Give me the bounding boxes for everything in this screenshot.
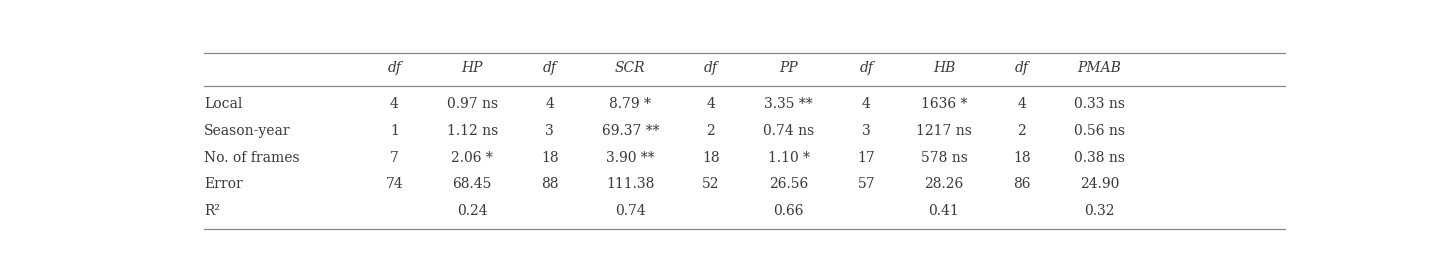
Text: SCR: SCR bbox=[615, 61, 645, 75]
Text: df: df bbox=[1014, 61, 1029, 75]
Text: 17: 17 bbox=[857, 150, 875, 165]
Text: 1.10 *: 1.10 * bbox=[767, 150, 809, 165]
Text: R²: R² bbox=[203, 204, 221, 218]
Text: 18: 18 bbox=[702, 150, 719, 165]
Text: Error: Error bbox=[203, 177, 243, 191]
Text: 4: 4 bbox=[545, 98, 554, 112]
Text: 3: 3 bbox=[862, 124, 870, 138]
Text: 4: 4 bbox=[862, 98, 870, 112]
Text: 7: 7 bbox=[389, 150, 400, 165]
Text: 68.45: 68.45 bbox=[452, 177, 491, 191]
Text: 88: 88 bbox=[541, 177, 558, 191]
Text: 3.90 **: 3.90 ** bbox=[606, 150, 655, 165]
Text: HP: HP bbox=[462, 61, 482, 75]
Text: Season-year: Season-year bbox=[203, 124, 291, 138]
Text: 0.24: 0.24 bbox=[456, 204, 487, 218]
Text: Local: Local bbox=[203, 98, 243, 112]
Text: 111.38: 111.38 bbox=[606, 177, 654, 191]
Text: 1.12 ns: 1.12 ns bbox=[446, 124, 498, 138]
Text: 3: 3 bbox=[545, 124, 554, 138]
Text: df: df bbox=[703, 61, 718, 75]
Text: 0.32: 0.32 bbox=[1084, 204, 1114, 218]
Text: 86: 86 bbox=[1013, 177, 1030, 191]
Text: 578 ns: 578 ns bbox=[921, 150, 968, 165]
Text: 74: 74 bbox=[385, 177, 404, 191]
Text: No. of frames: No. of frames bbox=[203, 150, 299, 165]
Text: 69.37 **: 69.37 ** bbox=[602, 124, 660, 138]
Text: 52: 52 bbox=[702, 177, 719, 191]
Text: PP: PP bbox=[779, 61, 798, 75]
Text: 0.56 ns: 0.56 ns bbox=[1074, 124, 1125, 138]
Text: df: df bbox=[543, 61, 556, 75]
Text: 4: 4 bbox=[706, 98, 715, 112]
Text: 18: 18 bbox=[1013, 150, 1030, 165]
Text: 0.41: 0.41 bbox=[928, 204, 959, 218]
Text: 24.90: 24.90 bbox=[1080, 177, 1119, 191]
Text: 18: 18 bbox=[541, 150, 558, 165]
Text: 4: 4 bbox=[1017, 98, 1026, 112]
Text: 26.56: 26.56 bbox=[769, 177, 808, 191]
Text: 2: 2 bbox=[1017, 124, 1026, 138]
Text: PMAB: PMAB bbox=[1078, 61, 1122, 75]
Text: 8.79 *: 8.79 * bbox=[609, 98, 651, 112]
Text: 57: 57 bbox=[857, 177, 875, 191]
Text: 1636 *: 1636 * bbox=[921, 98, 968, 112]
Text: 0.97 ns: 0.97 ns bbox=[446, 98, 498, 112]
Text: 0.74 ns: 0.74 ns bbox=[763, 124, 814, 138]
Text: df: df bbox=[388, 61, 401, 75]
Text: 28.26: 28.26 bbox=[924, 177, 963, 191]
Text: 1: 1 bbox=[389, 124, 400, 138]
Text: df: df bbox=[859, 61, 873, 75]
Text: 2.06 *: 2.06 * bbox=[452, 150, 493, 165]
Text: HB: HB bbox=[933, 61, 955, 75]
Text: 0.74: 0.74 bbox=[615, 204, 645, 218]
Text: 3.35 **: 3.35 ** bbox=[764, 98, 812, 112]
Text: 1217 ns: 1217 ns bbox=[915, 124, 972, 138]
Text: 2: 2 bbox=[706, 124, 715, 138]
Text: 0.66: 0.66 bbox=[773, 204, 804, 218]
Text: 4: 4 bbox=[389, 98, 400, 112]
Text: 0.38 ns: 0.38 ns bbox=[1074, 150, 1125, 165]
Text: 0.33 ns: 0.33 ns bbox=[1074, 98, 1125, 112]
